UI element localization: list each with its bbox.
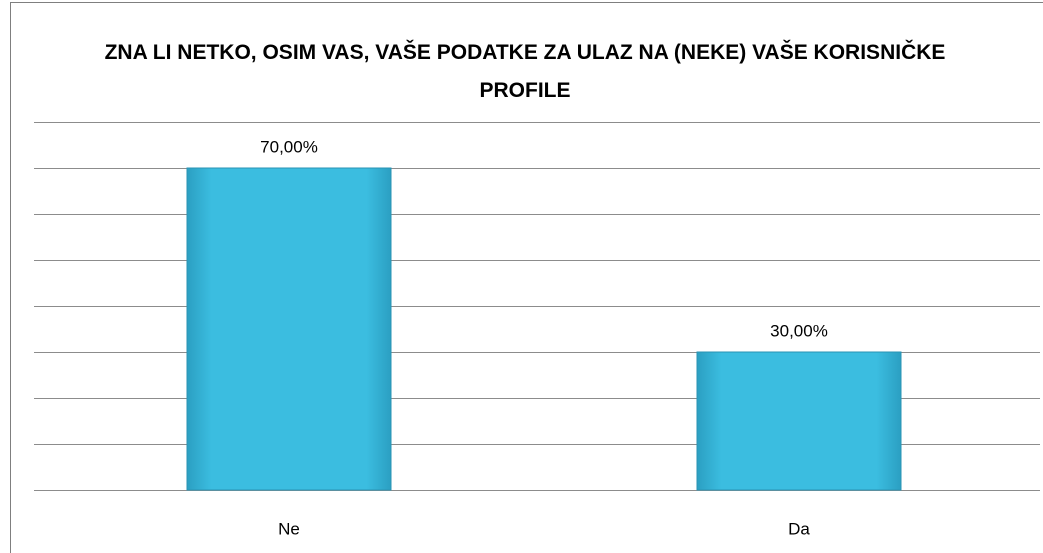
chart-title: ZNA LI NETKO, OSIM VAS, VAŠE PODATKE ZA … (104, 41, 946, 102)
bar (696, 351, 902, 491)
chart-border (10, 2, 1043, 553)
bar (186, 167, 392, 491)
data-label: 70,00% (260, 137, 318, 156)
x-tick-label: Ne (278, 519, 300, 538)
x-tick-label: Da (788, 519, 810, 538)
data-label: 30,00% (770, 321, 828, 340)
